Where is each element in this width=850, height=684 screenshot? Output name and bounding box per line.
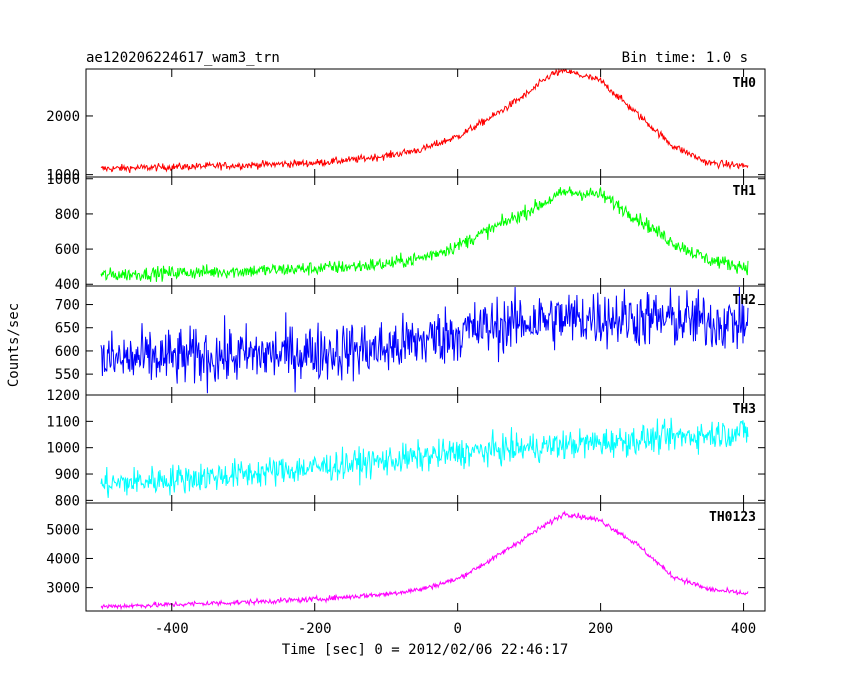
series-line-th1 [100, 186, 749, 282]
y-tick-label: 600 [55, 242, 80, 258]
panel-label-th3: TH3 [733, 402, 756, 417]
series-line-th0 [100, 68, 749, 174]
series-line-th3 [100, 417, 749, 498]
panel-frame [85, 285, 766, 396]
panel-label-th2: TH2 [733, 293, 756, 308]
panel-frame [85, 68, 766, 178]
panel-th1: 400 600 800 1000 TH1 [46, 172, 766, 293]
x-tick-label: -200 [298, 621, 332, 637]
panel-label-th1: TH1 [733, 184, 757, 199]
y-tick-label: 1000 [46, 168, 80, 184]
y-tick-label: 900 [55, 467, 80, 483]
panel-frame [85, 502, 766, 612]
panel-label-th0123: TH0123 [709, 510, 756, 525]
panel-label-th0: TH0 [733, 76, 757, 91]
y-tick-label: 5000 [46, 522, 80, 538]
x-tick-label: 400 [731, 621, 756, 637]
y-tick-label: 1100 [46, 414, 80, 430]
y-tick-label: 550 [55, 367, 80, 383]
y-tick-label: 1200 [46, 388, 80, 404]
series-line-th0123 [100, 510, 749, 611]
y-tick-label: 1000 [46, 441, 80, 457]
panel-th0123: 3000 4000 5000 TH0123 -400 -200 0 200 400 [46, 502, 766, 637]
chart-title: ae120206224617_wam3_trn [86, 50, 280, 66]
x-tick-label: -400 [155, 621, 189, 637]
bin-time-label: Bin time: 1.0 s [622, 50, 748, 66]
series-line-th2 [100, 286, 749, 394]
y-tick-label: 600 [55, 344, 80, 360]
y-tick-label: 2000 [46, 109, 80, 125]
panel-frame [85, 176, 766, 287]
panel-th2: 550 600 650 700 TH2 [55, 285, 766, 396]
y-tick-label: 650 [55, 321, 80, 337]
y-tick-label: 700 [55, 298, 80, 314]
y-tick-label: 800 [55, 207, 80, 223]
panel-th3: 800 900 1000 1100 1200 TH3 [46, 388, 766, 509]
x-tick-label: 0 [453, 621, 461, 637]
panel-th0: 1000 2000 TH0 [46, 68, 766, 184]
y-tick-label: 3000 [46, 581, 80, 597]
y-tick-label: 4000 [46, 551, 80, 567]
y-tick-label: 800 [55, 493, 80, 509]
y-axis-title: Counts/sec [6, 303, 22, 387]
x-axis-title: Time [sec] 0 = 2012/02/06 22:46:17 [282, 642, 569, 658]
x-tick-label: 200 [588, 621, 613, 637]
y-tick-label: 400 [55, 277, 80, 293]
y-tick-label: 1000 [46, 172, 80, 188]
